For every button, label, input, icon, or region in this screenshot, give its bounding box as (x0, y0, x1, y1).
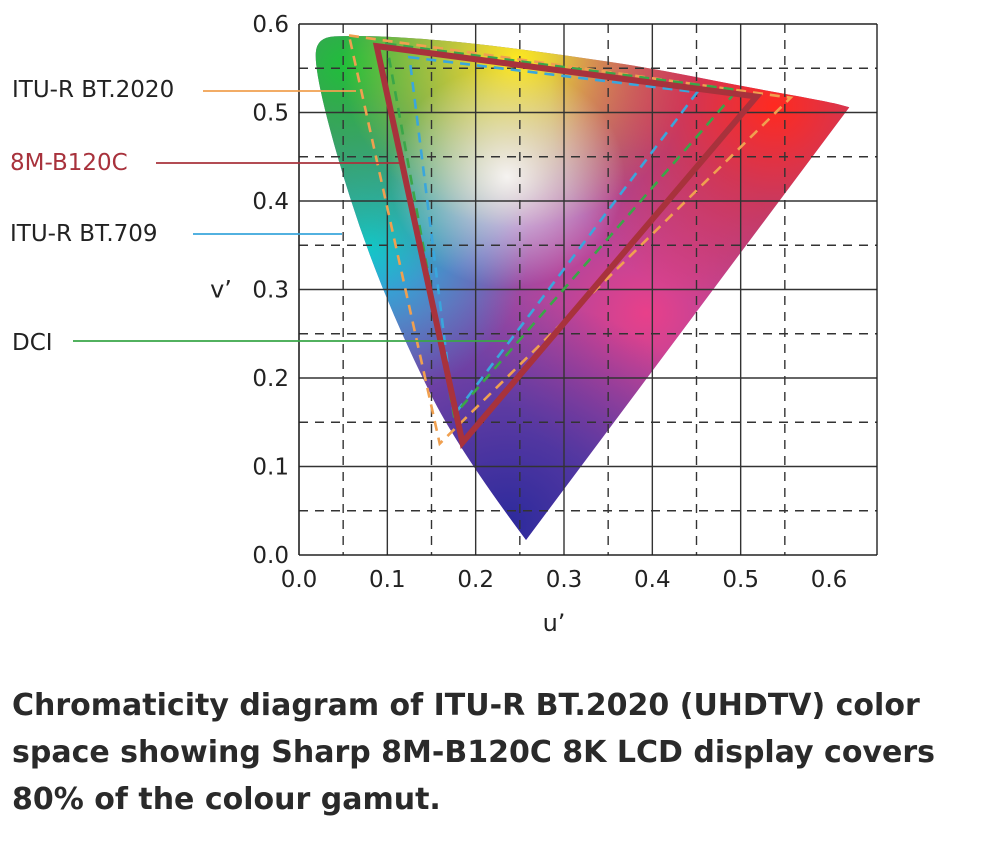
gamut-triangle-itu-r-bt-709 (407, 55, 700, 419)
y-tick-label: 0.3 (252, 278, 289, 304)
x-tick-label: 0.5 (722, 567, 759, 593)
y-tick-label: 0.0 (252, 543, 289, 569)
y-tick-label: 0.2 (252, 366, 289, 392)
legend: ITU-R BT.2020 8M-B120C ITU-R BT.709 DCI (10, 77, 508, 356)
gamut-triangles (347, 33, 794, 450)
x-tick-label: 0.1 (369, 567, 406, 593)
y-axis-label: v’ (210, 276, 232, 304)
x-axis-label: u’ (543, 609, 566, 637)
y-tick-label: 0.1 (252, 455, 289, 481)
x-tick-label: 0.2 (457, 567, 494, 593)
gamut-triangle-dci (384, 42, 741, 419)
x-tick-label: 0.6 (811, 567, 848, 593)
x-tick-label: 0.0 (281, 567, 318, 593)
legend-label: 8M-B120C (10, 150, 128, 176)
y-tick-label: 0.4 (252, 189, 289, 215)
chromaticity-chart: 0.0 0.1 0.2 0.3 0.4 0.5 0.6 0.0 0.1 0.2 0.3 0.4 0.5 0… (10, 12, 878, 637)
legend-label: DCI (12, 330, 53, 356)
tick-labels: 0.0 0.1 0.2 0.3 0.4 0.5 0.6 0.0 0.1 0.2 0.3 0.4 0.5 0… (252, 12, 847, 593)
spectral-locus-fill (315, 35, 850, 540)
axes (298, 23, 878, 556)
figure-caption: Chromaticity diagram of ITU-R BT.2020 (U… (12, 688, 935, 817)
gamut-triangle-itu-r-bt-2020 (347, 33, 794, 447)
y-tick-label: 0.6 (252, 12, 289, 38)
legend-label: ITU-R BT.2020 (12, 77, 174, 103)
x-tick-label: 0.4 (634, 567, 671, 593)
y-tick-label: 0.5 (252, 101, 289, 127)
gamut-triangle-8m-b120c (372, 42, 763, 450)
legend-label: ITU-R BT.709 (10, 221, 158, 247)
x-tick-label: 0.3 (546, 567, 583, 593)
